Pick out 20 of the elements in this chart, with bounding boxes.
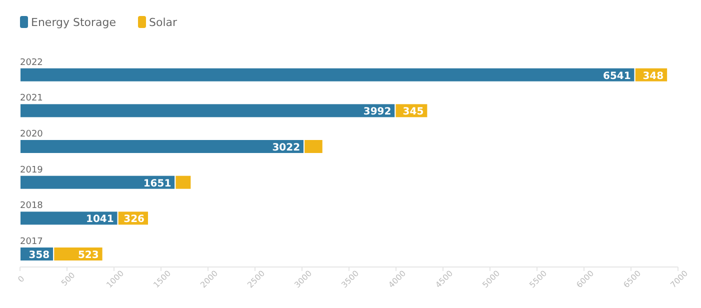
data-label: 523 xyxy=(78,250,99,261)
data-label: 348 xyxy=(642,70,664,82)
x-tick-label: 500 xyxy=(60,270,77,288)
data-label: 1041 xyxy=(86,214,114,226)
data-label: 3992 xyxy=(363,106,392,118)
legend-label: Energy Storage xyxy=(31,16,116,29)
y-tick-label: 2018 xyxy=(20,201,44,212)
y-tick-label: 2017 xyxy=(20,237,43,247)
y-tick-label: 2019 xyxy=(20,165,44,176)
legend-label: Solar xyxy=(149,16,178,29)
y-tick-label: 2021 xyxy=(20,94,43,104)
data-label: 3022 xyxy=(272,142,300,154)
data-label: 6541 xyxy=(603,70,631,82)
data-label: 326 xyxy=(124,214,145,226)
y-tick-label: 2022 xyxy=(20,58,43,68)
x-tick-label: 0 xyxy=(16,274,26,284)
data-label: 358 xyxy=(28,250,50,261)
data-label: 345 xyxy=(402,106,424,118)
y-tick-label: 2020 xyxy=(20,130,44,140)
data-label: 1651 xyxy=(143,178,172,190)
